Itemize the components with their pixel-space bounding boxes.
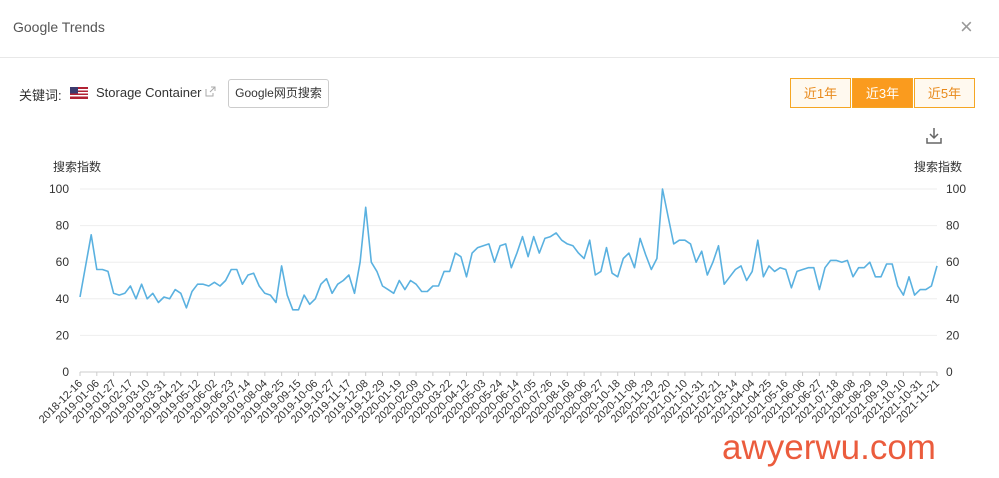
title: Google Trends bbox=[13, 19, 105, 35]
search-button[interactable]: Google网页搜索 bbox=[228, 79, 329, 108]
divider bbox=[0, 57, 999, 58]
close-button[interactable]: × bbox=[960, 14, 973, 39]
us-flag bbox=[70, 87, 88, 99]
y2-tick-label: 60 bbox=[946, 255, 960, 269]
share-icon[interactable] bbox=[205, 86, 216, 97]
y-tick-label: 20 bbox=[56, 328, 70, 342]
download-icon[interactable] bbox=[924, 126, 944, 146]
y-axis-label: 搜索指数 bbox=[53, 159, 101, 174]
y-tick-label: 80 bbox=[56, 219, 70, 233]
y-tick-label: 100 bbox=[49, 182, 69, 196]
keyword-label: 关键词: bbox=[19, 88, 62, 103]
range-tab[interactable]: 近5年 bbox=[914, 78, 975, 108]
y-tick-label: 0 bbox=[62, 365, 69, 379]
y2-tick-label: 0 bbox=[946, 365, 953, 379]
y2-tick-label: 80 bbox=[946, 219, 960, 233]
y2-axis-label: 搜索指数 bbox=[914, 159, 962, 174]
trend-line bbox=[79, 188, 938, 311]
y2-tick-label: 40 bbox=[946, 292, 960, 306]
y2-tick-label: 100 bbox=[946, 182, 966, 196]
y2-tick-label: 20 bbox=[946, 328, 960, 342]
keyword-term: Storage Container bbox=[96, 85, 202, 100]
y-tick-label: 60 bbox=[56, 255, 70, 269]
range-tab[interactable]: 近3年 bbox=[852, 78, 913, 108]
range-tab[interactable]: 近1年 bbox=[790, 78, 851, 108]
y-tick-label: 40 bbox=[56, 292, 70, 306]
watermark: awyerwu.com bbox=[722, 428, 936, 467]
